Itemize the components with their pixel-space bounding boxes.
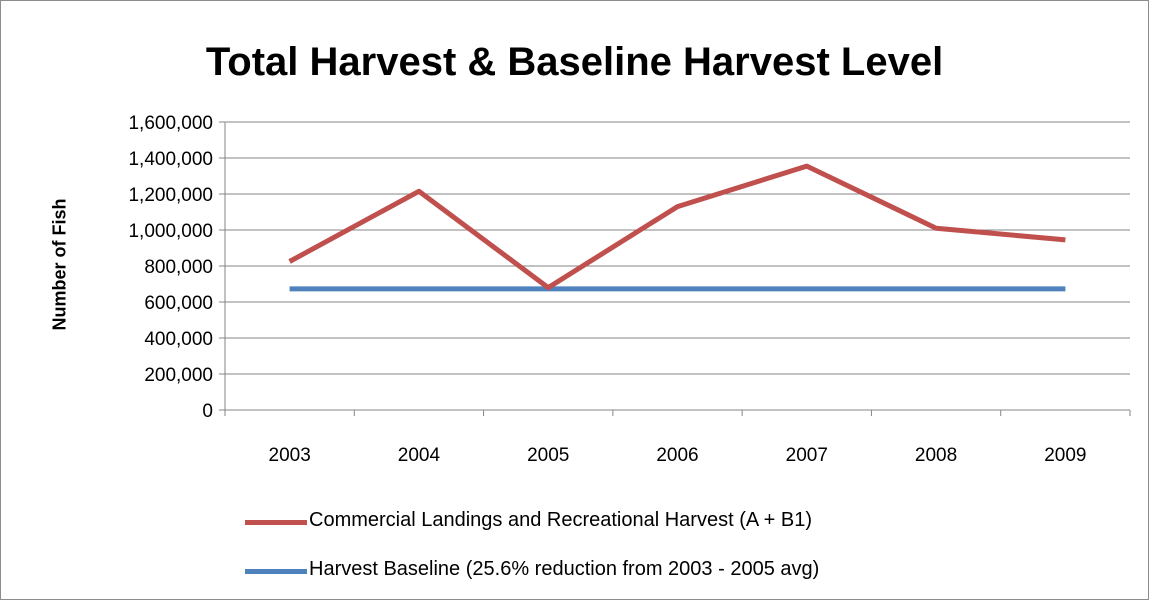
series-line-commercial [288,163,1066,291]
x-tick-label: 2007 [786,445,828,466]
y-tick-label: 1,000,000 [128,221,213,242]
y-tick-label: 1,200,000 [128,185,213,206]
x-tick-label: 2009 [1044,445,1086,466]
y-tick-label: 1,600,000 [128,113,213,134]
x-tick-labels: 2003 2004 2005 2006 2007 2008 2009 [269,445,1087,466]
x-tick-label: 2004 [398,445,441,466]
chart-title: Total Harvest & Baseline Harvest Level [205,40,944,84]
y-tick-label: 400,000 [144,329,213,350]
legend-label-commercial: Commercial Landings and Recreational Har… [309,509,813,531]
y-tick-label: 800,000 [144,257,213,278]
x-tick-label: 2003 [269,445,311,466]
series-lines [288,163,1066,292]
x-tick-label: 2008 [915,445,957,466]
legend-swatch-baseline [245,569,307,574]
y-tick-label: 1,400,000 [128,149,213,170]
gridlines [225,121,1130,375]
x-tick-label: 2006 [656,445,698,466]
y-tick-label: 200,000 [144,365,213,386]
y-tick-label: 600,000 [144,293,213,314]
x-tick-label: 2005 [527,445,569,466]
axes [219,121,1131,416]
legend-label-baseline: Harvest Baseline (25.6% reduction from 2… [309,558,820,580]
y-tick-label: 0 [202,401,213,422]
legend-swatch-commercial [245,520,307,525]
y-tick-labels: 0 200,000 400,000 600,000 800,000 1,000,000 1,… [128,113,213,422]
